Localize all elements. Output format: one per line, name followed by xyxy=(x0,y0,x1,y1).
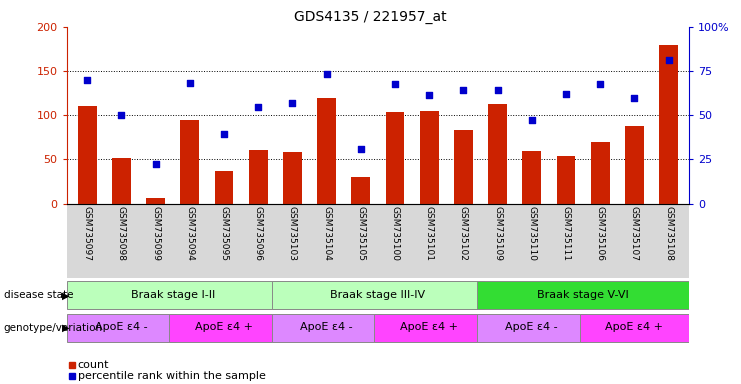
Text: ApoE ε4 +: ApoE ε4 + xyxy=(605,322,663,332)
Text: genotype/variation: genotype/variation xyxy=(4,323,103,333)
Bar xyxy=(180,120,199,204)
Point xyxy=(594,81,606,88)
Bar xyxy=(454,130,473,204)
Bar xyxy=(556,156,576,204)
Point xyxy=(662,57,674,63)
Bar xyxy=(351,177,370,204)
FancyBboxPatch shape xyxy=(374,314,484,342)
Point xyxy=(492,88,504,94)
Bar xyxy=(659,45,678,204)
Bar xyxy=(385,112,405,204)
Point xyxy=(423,92,435,98)
FancyBboxPatch shape xyxy=(67,281,279,310)
FancyBboxPatch shape xyxy=(477,314,587,342)
Bar xyxy=(215,171,233,204)
Point xyxy=(184,80,196,86)
Text: ApoE ε4 -: ApoE ε4 - xyxy=(95,322,147,332)
FancyBboxPatch shape xyxy=(67,314,176,342)
Point xyxy=(457,88,469,94)
Text: ▶: ▶ xyxy=(62,323,69,333)
Text: percentile rank within the sample: percentile rank within the sample xyxy=(78,371,266,381)
Text: ApoE ε4 -: ApoE ε4 - xyxy=(300,322,353,332)
Text: Braak stage I-II: Braak stage I-II xyxy=(130,290,215,300)
Bar xyxy=(146,198,165,204)
Text: ApoE ε4 +: ApoE ε4 + xyxy=(400,322,458,332)
Bar xyxy=(78,106,96,204)
Bar xyxy=(317,98,336,204)
Text: Braak stage III-IV: Braak stage III-IV xyxy=(330,290,425,300)
Text: GDS4135 / 221957_at: GDS4135 / 221957_at xyxy=(294,10,447,23)
Point xyxy=(389,81,401,88)
Text: ▶: ▶ xyxy=(62,290,69,300)
Point xyxy=(82,77,93,83)
Bar xyxy=(591,142,610,204)
Bar xyxy=(112,159,131,204)
FancyBboxPatch shape xyxy=(272,314,382,342)
Point xyxy=(526,118,538,124)
Text: ApoE ε4 -: ApoE ε4 - xyxy=(505,322,558,332)
Bar xyxy=(283,152,302,204)
Text: disease state: disease state xyxy=(4,290,73,300)
Point xyxy=(218,131,230,137)
Bar xyxy=(488,104,507,204)
Bar xyxy=(625,126,644,204)
Text: ApoE ε4 +: ApoE ε4 + xyxy=(195,322,253,332)
Point xyxy=(150,161,162,167)
Bar xyxy=(420,111,439,204)
FancyBboxPatch shape xyxy=(579,314,689,342)
FancyBboxPatch shape xyxy=(272,281,484,310)
Point xyxy=(116,112,127,118)
Bar xyxy=(522,151,541,204)
Point xyxy=(628,95,640,101)
Point xyxy=(321,71,333,77)
Point xyxy=(560,91,572,97)
FancyBboxPatch shape xyxy=(169,314,279,342)
Text: Braak stage V-VI: Braak stage V-VI xyxy=(537,290,629,300)
Point xyxy=(252,104,264,110)
Bar xyxy=(249,150,268,204)
Text: count: count xyxy=(78,360,110,370)
Point xyxy=(355,146,367,152)
Point xyxy=(287,100,299,106)
FancyBboxPatch shape xyxy=(477,281,689,310)
